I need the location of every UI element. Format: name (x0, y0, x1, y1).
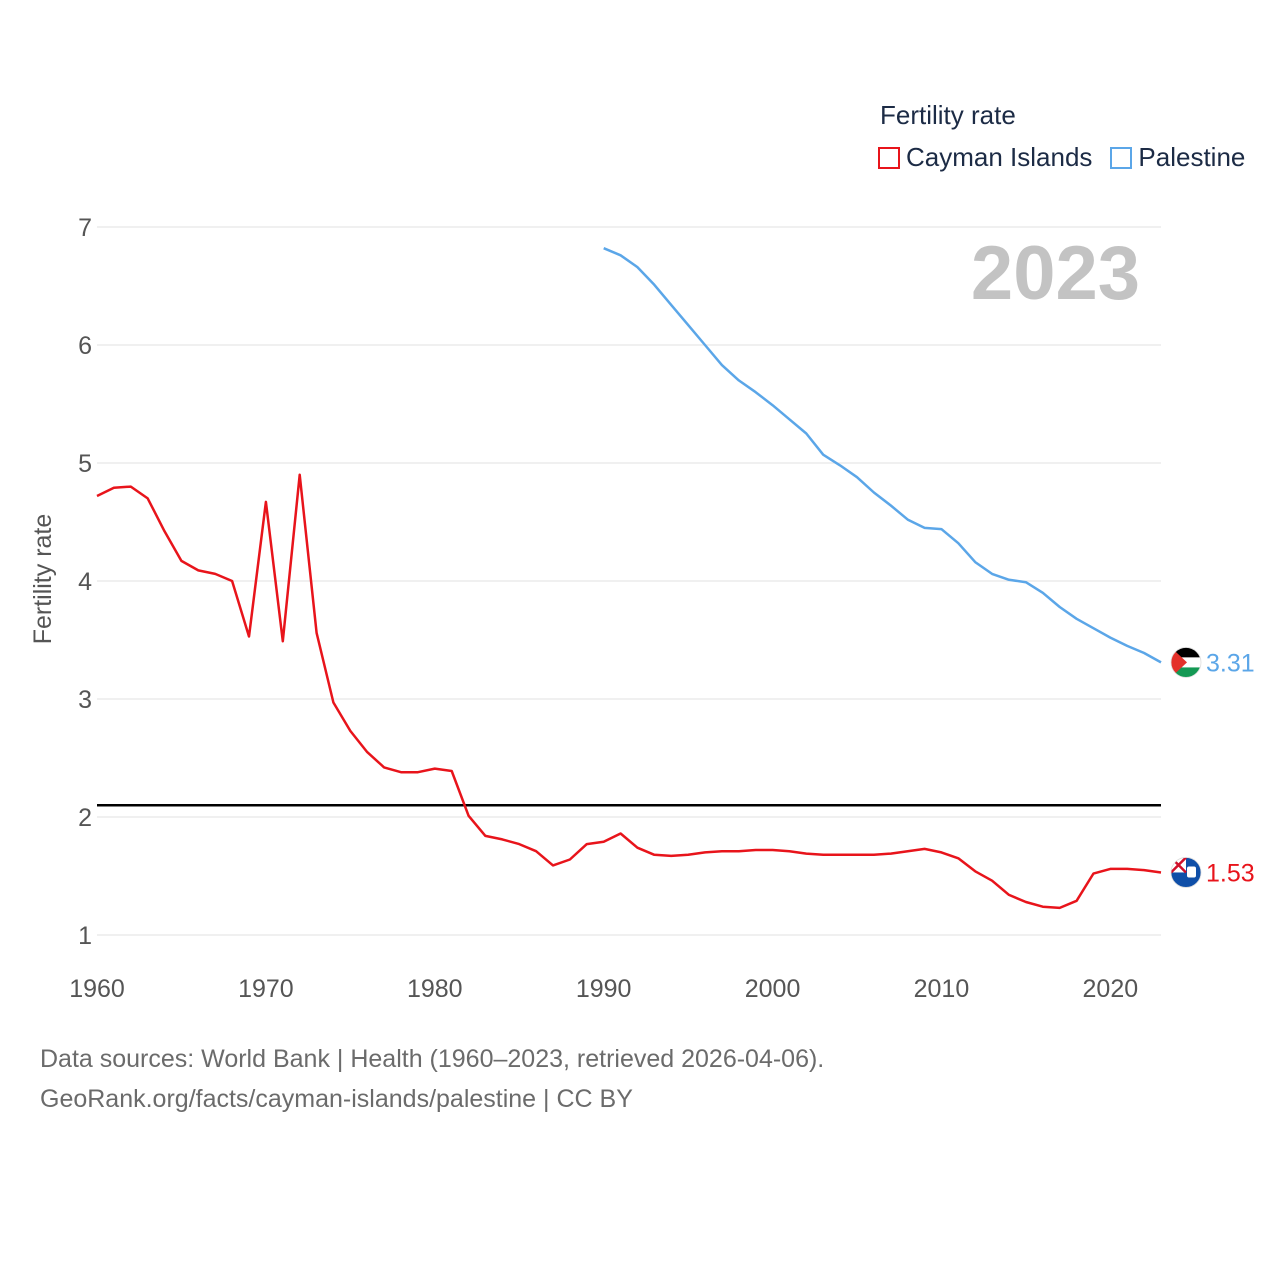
x-tick-label-2010: 2010 (914, 975, 970, 1003)
y-tick-label-3: 3 (78, 686, 92, 714)
y-tick-label-4: 4 (78, 568, 92, 596)
y-tick-label-5: 5 (78, 450, 92, 478)
y-tick-label-6: 6 (78, 332, 92, 360)
series-line-cayman-islands[interactable] (96, 473, 1162, 910)
legend-title: Fertility rate (880, 100, 1016, 130)
x-tick-label-1990: 1990 (576, 975, 632, 1003)
legend-item-palestine[interactable]: Palestine (1110, 142, 1245, 173)
series-line-palestine[interactable] (603, 247, 1162, 664)
y-tick-label-1: 1 (78, 922, 92, 950)
x-tick-label-1970: 1970 (238, 975, 294, 1003)
x-tick-label-1960: 1960 (69, 975, 125, 1003)
x-tick-label-1980: 1980 (407, 975, 463, 1003)
legend: Cayman Islands Palestine (878, 142, 1263, 173)
footer-sources: Data sources: World Bank | Health (1960–… (40, 1045, 825, 1073)
y-tick-label-2: 2 (78, 804, 92, 832)
legend-label-palestine: Palestine (1138, 142, 1246, 172)
year-overlay: 2023 (971, 231, 1140, 316)
legend-label-cayman-islands: Cayman Islands (906, 142, 1093, 172)
footer-credit[interactable]: GeoRank.org/facts/cayman-islands/palesti… (40, 1085, 633, 1113)
y-axis-label: Fertility rate (29, 514, 57, 645)
legend-swatch-palestine (1110, 146, 1133, 169)
flag-palestine-icon (1170, 647, 1202, 678)
x-tick-label-2020: 2020 (1083, 975, 1139, 1003)
legend-item-cayman-islands[interactable]: Cayman Islands (878, 142, 1092, 173)
series-lines (96, 247, 1162, 910)
flag-cayman-islands-icon (1170, 857, 1202, 888)
y-tick-label-7: 7 (78, 214, 92, 242)
y-axis-ticks: 1 2 3 4 5 6 7 (78, 214, 92, 950)
end-label-palestine: 3.31 (1206, 649, 1255, 677)
end-label-cayman-islands: 1.53 (1206, 859, 1255, 887)
legend-swatch-cayman-islands (878, 146, 900, 169)
series-end-markers: 1.53 3.31 (1170, 647, 1255, 888)
x-axis-ticks: 1960 1970 1980 1990 2000 2010 2020 (69, 975, 1138, 1003)
x-tick-label-2000: 2000 (745, 975, 801, 1003)
